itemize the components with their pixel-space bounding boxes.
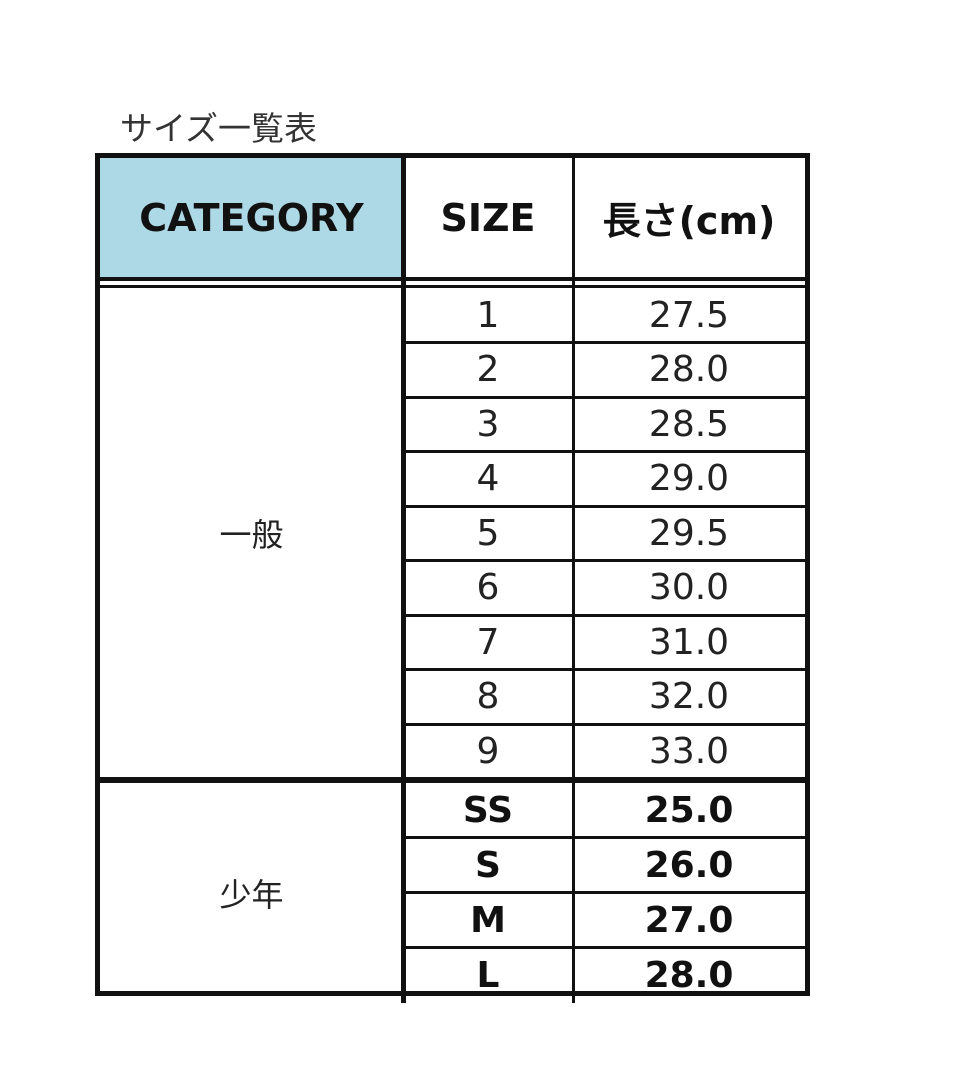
header-length: 長さ(cm) xyxy=(602,199,776,243)
length-cell: 28.0 xyxy=(644,954,734,996)
length-cell: 26.0 xyxy=(644,844,734,886)
row-divider xyxy=(403,836,805,839)
header-divider xyxy=(100,285,805,288)
row-divider xyxy=(403,613,805,617)
row-divider xyxy=(403,504,805,508)
size-cell: 8 xyxy=(476,676,500,718)
length-cell: 29.0 xyxy=(648,458,730,500)
size-cell: 6 xyxy=(476,567,500,609)
group-divider xyxy=(100,776,805,783)
column-divider xyxy=(401,158,406,1003)
size-cell: 3 xyxy=(476,403,500,445)
row-divider xyxy=(403,891,805,894)
row-divider xyxy=(403,341,805,344)
size-cell: 2 xyxy=(476,349,500,391)
length-cell: 31.0 xyxy=(648,621,730,663)
size-table: CATEGORY SIZE 長さ(cm) 1 27.5 2 28.0 3 28.5 4 29.0 5 2… xyxy=(95,153,810,1003)
category-cell: 一般 xyxy=(219,516,284,555)
size-cell: L xyxy=(476,954,500,996)
size-cell: 5 xyxy=(476,512,500,554)
size-cell: 1 xyxy=(476,294,500,336)
column-divider xyxy=(572,158,575,1003)
length-cell: 28.5 xyxy=(648,403,730,445)
size-cell: M xyxy=(470,899,506,941)
length-cell: 28.0 xyxy=(648,349,730,391)
size-cell: 9 xyxy=(476,730,500,772)
header-size: SIZE xyxy=(440,195,536,240)
length-cell: 32.0 xyxy=(648,676,730,718)
row-divider xyxy=(403,450,805,453)
row-divider xyxy=(403,668,805,671)
length-cell: 29.5 xyxy=(648,512,730,554)
length-cell: 27.0 xyxy=(644,899,734,941)
row-divider xyxy=(403,722,805,726)
size-cell: S xyxy=(475,844,501,886)
row-divider xyxy=(403,946,805,949)
header-category: CATEGORY xyxy=(100,158,403,277)
row-divider xyxy=(403,559,805,562)
row-divider xyxy=(403,395,805,399)
length-cell: 30.0 xyxy=(648,567,730,609)
size-cell: 4 xyxy=(476,458,500,500)
length-cell: 33.0 xyxy=(648,730,730,772)
length-cell: 27.5 xyxy=(648,294,730,336)
length-cell: 25.0 xyxy=(644,789,734,831)
category-cell: 少年 xyxy=(219,875,284,914)
size-cell: SS xyxy=(462,789,514,831)
table-title: サイズ一覧表 xyxy=(120,109,318,148)
size-cell: 7 xyxy=(476,621,500,663)
header-divider xyxy=(100,277,805,281)
